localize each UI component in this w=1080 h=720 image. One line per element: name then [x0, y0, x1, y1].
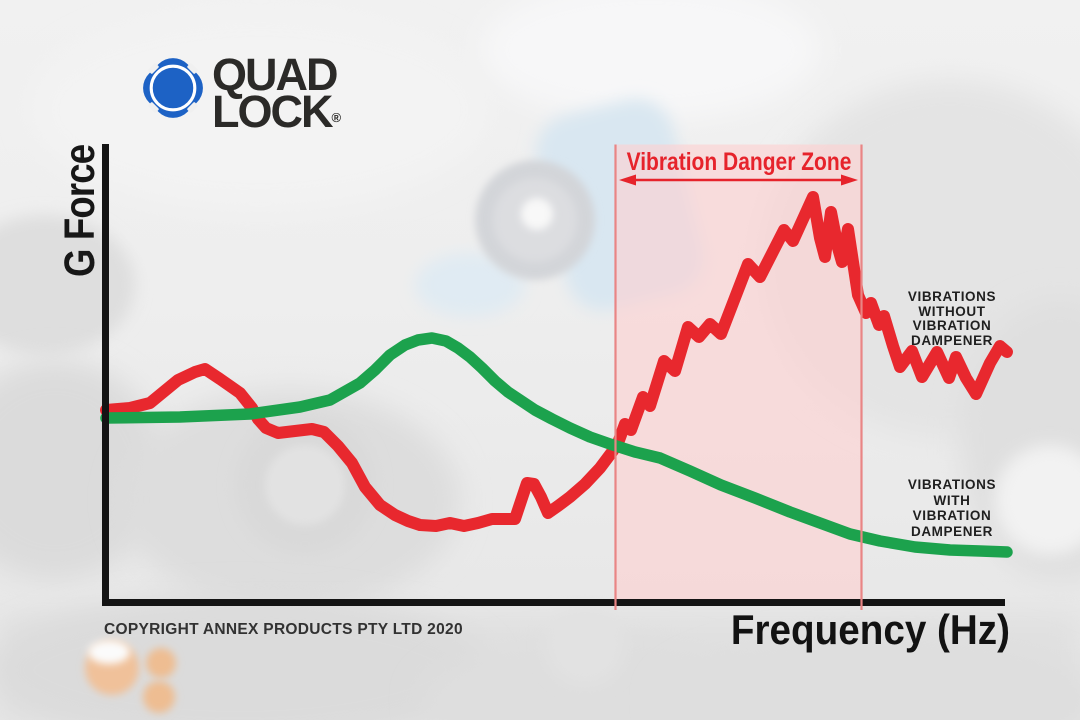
logo-word-quad: QUAD: [212, 49, 338, 100]
quad-lock-mount-icon: [143, 58, 203, 118]
danger-zone-fill: [615, 144, 862, 599]
registered-trademark-symbol: ®: [331, 110, 342, 125]
series-line-with-dampener: [100, 332, 1013, 558]
logo-word-lock: LOCK: [212, 86, 333, 137]
quad-lock-logo: QUAD LOCK®: [142, 52, 342, 137]
mount-ring: [149, 64, 197, 112]
copyright-text: COPYRIGHT ANNEX PRODUCTS PTY LTD 2020: [104, 621, 463, 638]
logo-wordmark: QUAD LOCK®: [212, 52, 342, 137]
danger-arrow-head-right: [841, 174, 858, 186]
label-vibrations-without-dampener: VIBRATIONS WITHOUT VIBRATION DAMPENER: [907, 289, 997, 348]
label-vibrations-with-dampener: VIBRATIONS WITH VIBRATION DAMPENER: [907, 477, 997, 539]
series-line-without-dampener: [100, 191, 1013, 532]
danger-zone-title: Vibration Danger Zone: [626, 148, 852, 176]
x-axis-label: Frequency (Hz): [730, 606, 1010, 653]
mount-notches: [148, 63, 198, 113]
danger-arrow-head-left: [619, 174, 636, 186]
